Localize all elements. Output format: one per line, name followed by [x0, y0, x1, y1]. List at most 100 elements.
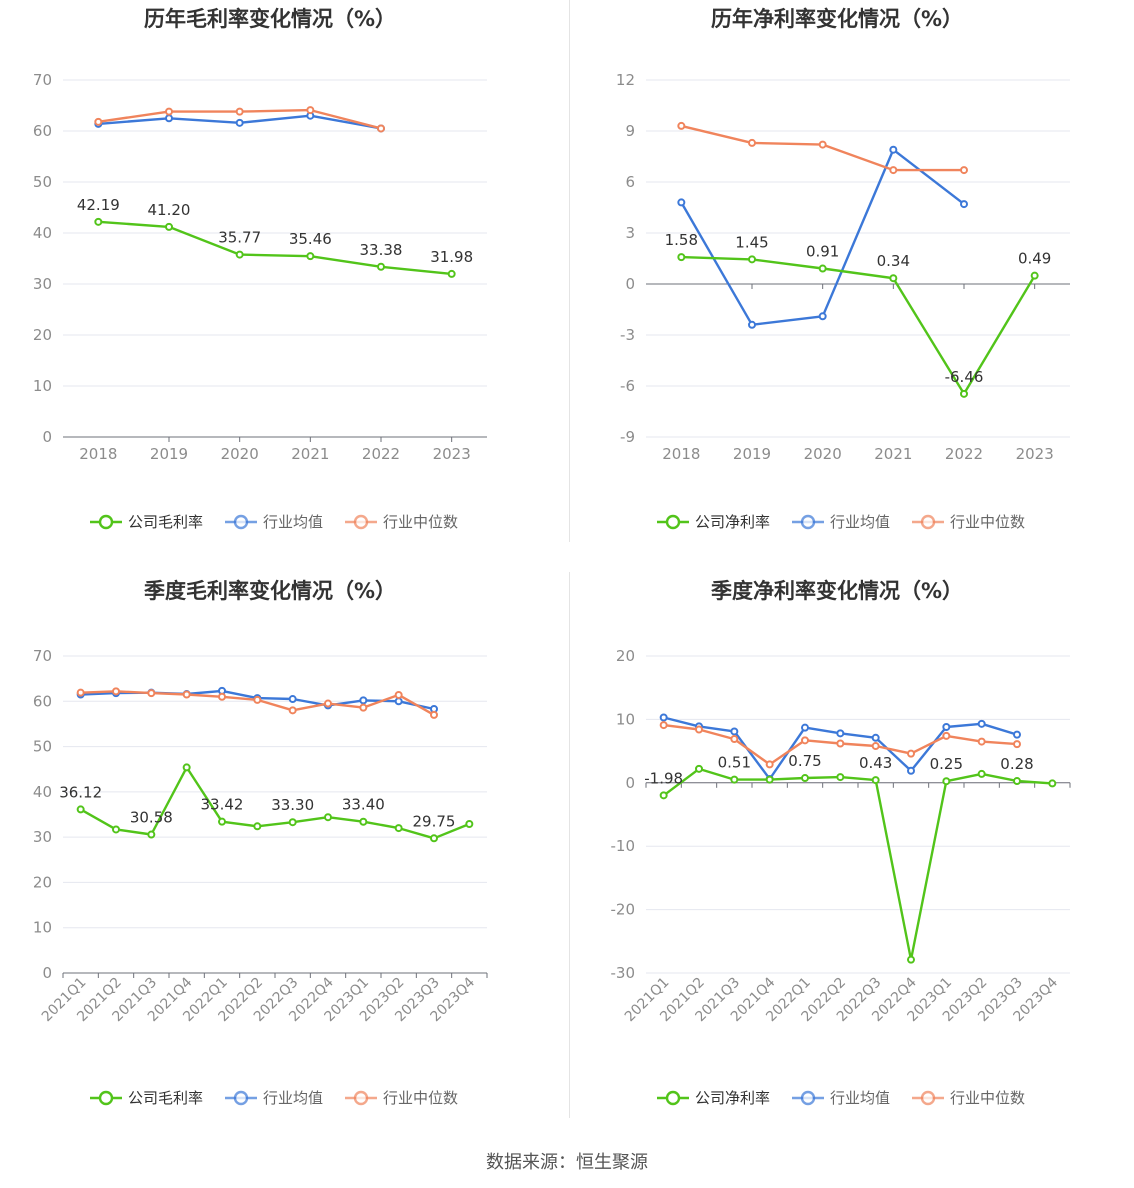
- data-point: [1013, 730, 1021, 739]
- y-tick-label: 10: [616, 710, 635, 728]
- data-point: [394, 697, 403, 706]
- data-point: [907, 766, 915, 775]
- data-point: [76, 688, 85, 697]
- chart-svg: 历年毛利率变化情况（%） 0 10 20 30 40 50 60 70 2018 2019 2020 2…: [33, 7, 487, 531]
- data-point: [730, 735, 739, 744]
- y-tick-label: 70: [33, 71, 52, 89]
- chart-quarterly-gross-margin: 季度毛利率变化情况（%） 0 10 20 30 40 50 60 70 2021Q1 2021Q2 2…: [0, 572, 567, 1132]
- data-point: [695, 725, 703, 734]
- data-label: 1.58: [665, 231, 698, 249]
- legend-marker: [800, 1090, 816, 1106]
- legend-marker: [353, 514, 369, 530]
- legend-label: 行业中位数: [950, 1089, 1025, 1107]
- legend-item: 公司净利率: [657, 513, 770, 531]
- x-tick-label: 2022: [945, 445, 983, 463]
- data-point: [288, 706, 297, 715]
- legend-label: 公司毛利率: [128, 1089, 203, 1107]
- legend-item: 行业中位数: [912, 1089, 1025, 1107]
- chart-title: 历年毛利率变化情况（%）: [144, 7, 396, 31]
- data-point: [465, 820, 474, 829]
- x-tick-label: 2019: [733, 445, 771, 463]
- x-tick-label: 2018: [79, 445, 117, 463]
- legend-item: 公司毛利率: [90, 513, 203, 531]
- x-tick-label: 2023: [1016, 445, 1054, 463]
- legend-marker: [98, 1090, 114, 1106]
- data-label: 0.28: [1000, 755, 1033, 773]
- x-tick-label: 2023: [433, 445, 471, 463]
- data-label: 0.51: [718, 754, 751, 772]
- data-point: [748, 320, 756, 329]
- data-point: [1048, 779, 1057, 788]
- data-point: [977, 769, 986, 778]
- data-point: [871, 776, 880, 785]
- y-tick-label: 20: [33, 326, 52, 344]
- data-point: [76, 805, 85, 814]
- data-point: [889, 274, 898, 283]
- data-point: [235, 250, 244, 259]
- data-point: [889, 145, 898, 154]
- legend-label: 行业中位数: [950, 513, 1025, 531]
- legend-label: 行业均值: [830, 513, 890, 531]
- data-label: 33.30: [271, 796, 314, 814]
- data-label: 29.75: [413, 812, 456, 830]
- data-label: -1.98: [644, 769, 683, 787]
- data-point: [394, 690, 403, 699]
- data-point: [377, 262, 385, 271]
- data-point: [818, 264, 827, 273]
- chart-annual-gross-margin: 历年毛利率变化情况（%） 0 10 20 30 40 50 60 70 2018 2019 2020 2…: [0, 0, 567, 560]
- data-label: 35.46: [289, 230, 332, 248]
- data-point: [730, 775, 739, 784]
- y-tick-label: 20: [33, 873, 52, 891]
- panel-divider: [569, 0, 570, 542]
- data-point: [359, 703, 368, 712]
- y-tick-label: 10: [33, 377, 52, 395]
- x-tick-label: 2020: [221, 445, 259, 463]
- legend-item: 公司毛利率: [90, 1089, 203, 1107]
- data-point: [288, 695, 297, 704]
- data-label: 0.34: [877, 252, 910, 270]
- data-point: [871, 733, 880, 742]
- data-point: [359, 696, 368, 705]
- y-tick-label: 0: [625, 774, 635, 792]
- data-point: [253, 695, 262, 704]
- series-line: [98, 220, 452, 276]
- chart-title: 季度净利率变化情况（%）: [711, 579, 963, 603]
- data-point: [253, 822, 262, 831]
- data-point: [977, 737, 986, 746]
- legend-item: 行业均值: [225, 513, 323, 531]
- data-label: 41.20: [148, 201, 191, 219]
- series-line: [80, 766, 470, 840]
- data-point: [801, 723, 809, 732]
- y-tick-label: 0: [42, 964, 52, 982]
- y-tick-label: 50: [33, 738, 52, 756]
- y-tick-label: -3: [620, 326, 635, 344]
- legend-item: 公司净利率: [657, 1089, 770, 1107]
- y-tick-label: 20: [616, 647, 635, 665]
- y-tick-label: 30: [33, 828, 52, 846]
- x-tick-label: 2021: [291, 445, 329, 463]
- data-label: 1.45: [735, 233, 768, 251]
- data-source-note: 数据来源：恒生聚源: [486, 1152, 648, 1173]
- data-point: [977, 719, 986, 728]
- y-tick-label: -20: [611, 901, 636, 919]
- data-point: [836, 729, 845, 738]
- data-point: [324, 699, 332, 708]
- legend-marker: [920, 514, 936, 530]
- legend-label: 公司毛利率: [128, 513, 203, 531]
- series-line: [680, 148, 965, 326]
- data-label: 0.25: [930, 755, 963, 773]
- data-point: [960, 200, 968, 209]
- chart-svg: 季度毛利率变化情况（%）0102030405060702021Q12021Q22…: [33, 579, 488, 1107]
- legend-label: 行业均值: [830, 1089, 890, 1107]
- legend-label: 行业均值: [263, 513, 323, 531]
- legend-marker: [665, 1090, 681, 1106]
- data-point: [1013, 777, 1021, 786]
- data-point: [748, 138, 756, 147]
- data-point: [677, 198, 686, 207]
- chart-annual-net-margin: 历年净利率变化情况（%） -9 -6 -3 0 3 6 9 12 2018 2019 2020 2021…: [567, 0, 1134, 560]
- data-point: [889, 166, 898, 175]
- y-tick-label: -9: [620, 428, 635, 446]
- legend-item: 行业均值: [225, 1089, 323, 1107]
- legend-marker: [800, 514, 816, 530]
- legend-item: 行业中位数: [912, 513, 1025, 531]
